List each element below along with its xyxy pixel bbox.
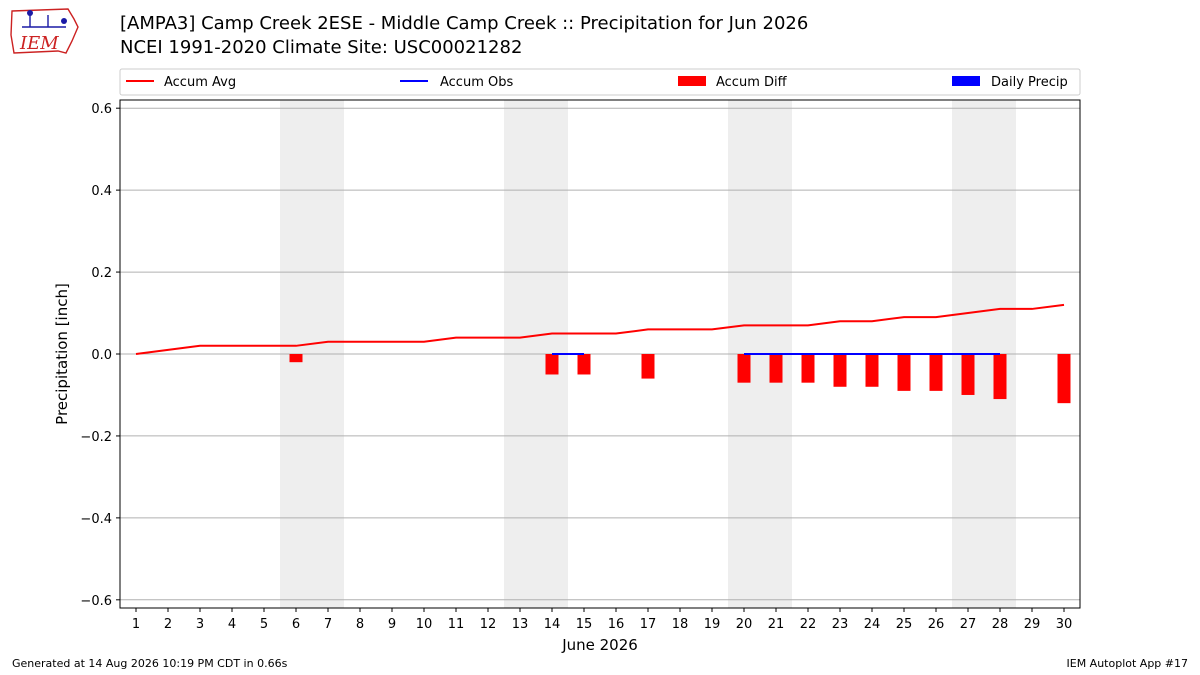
- legend-label: Accum Avg: [164, 75, 236, 90]
- x-tick-label: 14: [544, 617, 561, 632]
- precipitation-chart: −0.6−0.4−0.20.00.20.40.6 1 2 3 4 5 6 7 8 9 10 11 12…: [53, 68, 1081, 654]
- accum-diff-bar: [545, 354, 559, 375]
- gridlines: [120, 107, 1080, 601]
- accum-diff-bar: [737, 354, 751, 383]
- accum-diff-bar: [641, 354, 655, 379]
- x-tick-label: 22: [800, 617, 817, 632]
- x-tick-label: 23: [832, 617, 849, 632]
- legend-swatch: [678, 76, 706, 86]
- x-tick-label: 24: [864, 617, 881, 632]
- legend-label: Accum Obs: [440, 75, 513, 90]
- y-tick-label: 0.4: [91, 184, 112, 199]
- legend-label: Accum Diff: [716, 75, 788, 90]
- app-credit: IEM Autoplot App #17: [1066, 657, 1189, 670]
- legend-swatch: [952, 76, 980, 86]
- series-lines: [135, 303, 1065, 355]
- x-tick-label: 13: [512, 617, 529, 632]
- y-axis-label: Precipitation [inch]: [53, 283, 71, 425]
- logo-text: IEM: [19, 33, 59, 54]
- x-tick-label: 28: [992, 617, 1009, 632]
- accum-diff-bar: [897, 354, 911, 391]
- accum-diff-bar: [865, 354, 879, 387]
- legend: Accum Avg Accum Obs Accum Diff Daily Precip: [119, 68, 1081, 96]
- y-tick-label: 0.6: [91, 102, 112, 117]
- x-tick-label: 5: [260, 617, 268, 632]
- accum-diff-bar: [289, 354, 303, 363]
- x-tick-label: 8: [356, 617, 364, 632]
- x-tick-label: 19: [704, 617, 721, 632]
- x-tick-label: 25: [896, 617, 913, 632]
- x-tick-label: 15: [576, 617, 593, 632]
- x-tick-label: 1: [132, 617, 140, 632]
- accum-diff-bar: [577, 354, 591, 375]
- accum-diff-bar: [1057, 354, 1071, 404]
- chart-subtitle: NCEI 1991-2020 Climate Site: USC00021282: [120, 37, 523, 58]
- generated-timestamp: Generated at 14 Aug 2026 10:19 PM CDT in…: [12, 657, 288, 670]
- accum-diff-bar: [929, 354, 943, 391]
- chart-title: [AMPA3] Camp Creek 2ESE - Middle Camp Cr…: [120, 13, 809, 34]
- x-tick-label: 21: [768, 617, 785, 632]
- x-tick-label: 12: [480, 617, 497, 632]
- x-tick-label: 27: [960, 617, 977, 632]
- legend-box: [119, 68, 1081, 96]
- accum-diff-bar: [801, 354, 815, 383]
- x-axis: 1 2 3 4 5 6 7 8 9 10 11 12 13 14 15 16 17 18 19 20 21 22 23 24 2…: [132, 608, 1072, 632]
- x-tick-label: 30: [1056, 617, 1073, 632]
- y-tick-label: −0.6: [80, 594, 112, 609]
- y-tick-label: 0.2: [91, 266, 112, 281]
- x-tick-label: 26: [928, 617, 945, 632]
- x-tick-label: 20: [736, 617, 753, 632]
- y-tick-label: 0.0: [91, 348, 112, 363]
- accum-diff-bar: [993, 354, 1007, 400]
- iem-logo: IEM: [10, 8, 79, 54]
- accum-diff-bar: [833, 354, 847, 387]
- x-tick-label: 18: [672, 617, 689, 632]
- accum-diff-bar: [769, 354, 783, 383]
- x-tick-label: 4: [228, 617, 236, 632]
- x-tick-label: 2: [164, 617, 172, 632]
- y-axis: −0.6 −0.4 −0.2 0.0 0.2 0.4 0.6: [80, 102, 120, 609]
- x-tick-label: 17: [640, 617, 657, 632]
- x-tick-label: 9: [388, 617, 396, 632]
- y-tick-label: −0.2: [80, 430, 112, 445]
- accum-avg-line: [135, 303, 1065, 355]
- x-tick-label: 6: [292, 617, 300, 632]
- x-tick-label: 29: [1024, 617, 1041, 632]
- x-tick-label: 7: [324, 617, 332, 632]
- x-axis-label: June 2026: [561, 636, 638, 654]
- x-tick-label: 11: [448, 617, 465, 632]
- legend-label: Daily Precip: [991, 75, 1068, 90]
- accum-diff-bar: [961, 354, 975, 395]
- x-tick-label: 16: [608, 617, 625, 632]
- accum-diff-bars: [289, 354, 1071, 404]
- x-tick-label: 3: [196, 617, 204, 632]
- y-tick-label: −0.4: [80, 512, 112, 527]
- x-tick-label: 10: [416, 617, 433, 632]
